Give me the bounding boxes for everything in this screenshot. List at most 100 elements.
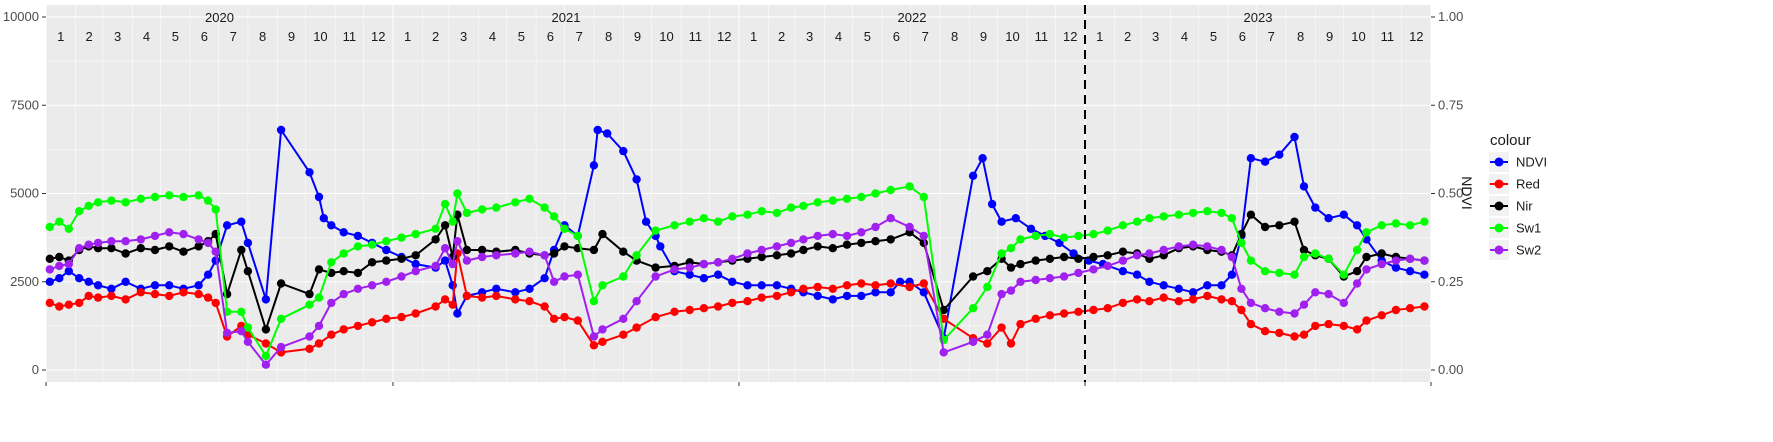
data-point-red <box>353 321 363 331</box>
data-point-red <box>1299 330 1309 339</box>
legend-point-red <box>1494 179 1504 189</box>
data-point-nir <box>136 244 145 253</box>
data-point-sw2 <box>589 332 599 341</box>
data-point-nir <box>243 267 253 276</box>
series-sw1 <box>45 182 1429 361</box>
data-point-sw2 <box>757 245 766 255</box>
data-point-nir <box>1074 254 1083 263</box>
data-point-ndvi <box>165 281 174 290</box>
data-point-nir <box>55 252 64 262</box>
data-point-sw2 <box>1074 268 1083 278</box>
data-point-red <box>1016 319 1025 329</box>
data-point-ndvi <box>1011 214 1020 223</box>
data-point-red <box>1174 297 1184 306</box>
data-point-sw2 <box>919 231 928 241</box>
data-point-sw2 <box>573 270 582 279</box>
data-point-sw1 <box>1217 208 1226 218</box>
data-point-sw2 <box>431 261 440 271</box>
data-point-sw1 <box>327 258 336 267</box>
month-label: 11 <box>1035 29 1049 44</box>
data-point-sw1 <box>1159 212 1168 221</box>
data-point-ndvi <box>1217 281 1226 290</box>
data-point-ndvi <box>871 288 880 297</box>
data-point-nir <box>237 245 246 255</box>
data-point-ndvi <box>93 281 103 290</box>
data-point-ndvi <box>1299 182 1309 191</box>
data-point-sw1 <box>1132 217 1142 226</box>
data-point-red <box>1132 295 1142 304</box>
data-point-ndvi <box>305 168 314 177</box>
data-point-red <box>179 288 188 297</box>
data-point-red <box>1420 302 1429 311</box>
data-point-sw1 <box>431 224 440 233</box>
month-label: 12 <box>371 29 385 44</box>
data-point-sw2 <box>1227 252 1237 262</box>
data-point-ndvi <box>107 284 116 293</box>
data-point-red <box>685 305 694 315</box>
y-tick-label: 0 <box>32 362 39 377</box>
data-point-red <box>1118 298 1128 308</box>
data-point-sw2 <box>397 272 406 281</box>
data-point-sw2 <box>477 252 487 262</box>
data-point-nir <box>353 268 363 278</box>
data-point-ndvi <box>743 281 752 290</box>
data-point-red <box>1203 291 1212 301</box>
data-point-red <box>492 291 501 301</box>
data-point-sw1 <box>1074 231 1083 241</box>
data-point-red <box>261 339 271 348</box>
data-point-ndvi <box>1174 284 1184 293</box>
month-label: 6 <box>201 29 208 44</box>
data-point-nir <box>857 238 866 248</box>
data-point-ndvi <box>411 259 420 269</box>
data-point-sw1 <box>1275 268 1284 278</box>
data-point-sw2 <box>203 238 213 248</box>
month-label: 9 <box>634 29 641 44</box>
data-point-nir <box>1059 252 1069 262</box>
data-point-sw2 <box>339 289 348 299</box>
data-point-nir <box>1260 222 1270 232</box>
data-point-sw2 <box>619 314 628 323</box>
data-point-nir <box>397 254 406 263</box>
data-point-nir <box>619 247 628 256</box>
data-point-sw1 <box>1391 219 1401 228</box>
data-point-ndvi <box>314 192 324 202</box>
data-point-sw1 <box>1377 221 1386 230</box>
data-point-sw2 <box>84 240 93 249</box>
data-point-nir <box>1006 263 1016 272</box>
data-point-red <box>1188 295 1198 304</box>
month-label: 3 <box>806 29 813 44</box>
data-point-red <box>1290 332 1299 341</box>
data-point-red <box>397 312 406 322</box>
data-point-nir <box>165 242 174 251</box>
month-label: 11 <box>689 29 703 44</box>
data-point-sw1 <box>1352 245 1362 255</box>
data-point-sw1 <box>905 182 914 191</box>
data-point-sw2 <box>997 289 1006 299</box>
month-label: 7 <box>576 29 583 44</box>
data-point-red <box>1217 295 1226 304</box>
data-point-red <box>448 300 457 309</box>
data-point-sw2 <box>939 348 948 357</box>
legend-point-nir <box>1494 201 1504 211</box>
data-point-red <box>1391 305 1401 315</box>
data-point-ndvi <box>84 277 93 286</box>
data-point-ndvi <box>243 238 253 248</box>
year-label: 2023 <box>1244 10 1273 25</box>
data-point-ndvi <box>1145 277 1154 286</box>
data-point-red <box>786 288 796 297</box>
data-point-red <box>619 330 628 339</box>
data-point-ndvi <box>319 214 328 223</box>
data-point-red <box>136 288 145 297</box>
data-point-red <box>598 337 607 346</box>
data-point-red <box>919 279 928 288</box>
data-point-sw2 <box>1145 249 1154 258</box>
data-point-sw2 <box>772 242 782 251</box>
data-point-sw2 <box>968 337 978 346</box>
data-point-sw1 <box>1339 270 1349 279</box>
data-point-red <box>828 284 837 293</box>
y-tick-label: 5000 <box>10 186 39 201</box>
data-point-nir <box>121 249 130 258</box>
data-point-nir <box>150 245 160 255</box>
data-point-red <box>382 314 391 323</box>
data-point-nir <box>560 242 569 251</box>
